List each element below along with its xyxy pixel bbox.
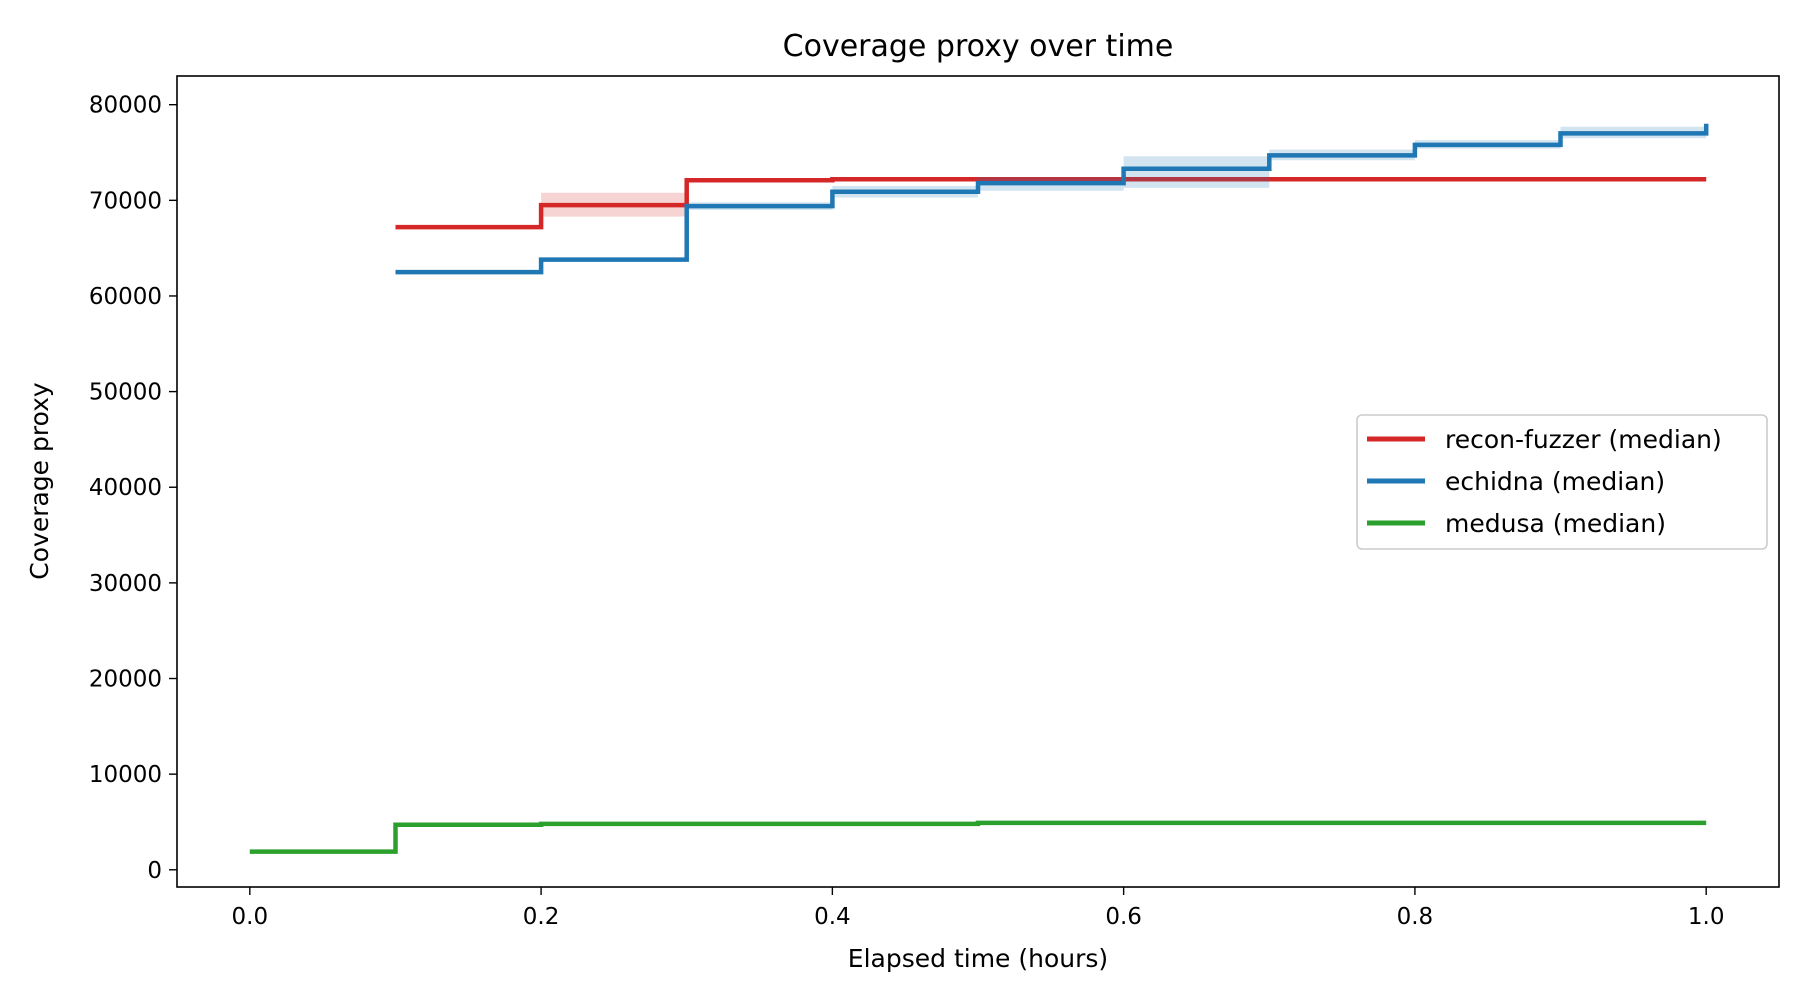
y-tick-label: 0 <box>147 858 162 884</box>
y-axis-title: Coverage proxy <box>25 382 54 580</box>
legend-entry-2: medusa (median) <box>1445 509 1666 538</box>
x-tick-label: 0.0 <box>232 904 269 930</box>
chart-title: Coverage proxy over time <box>783 29 1174 64</box>
y-tick-label: 50000 <box>89 380 162 406</box>
legend: recon-fuzzer (median) echidna (median) med… <box>1356 414 1768 550</box>
plot-frame <box>176 75 1780 888</box>
legend-box <box>1356 414 1768 550</box>
x-tick-label: 1.0 <box>1688 904 1725 930</box>
x-tick-label: 0.8 <box>1397 904 1434 930</box>
series-line-1 <box>395 123 1709 275</box>
series-band-1 <box>395 111 1707 275</box>
x-axis-title: Elapsed time (hours) <box>848 944 1108 973</box>
y-tick-label: 60000 <box>89 284 162 310</box>
plot-area <box>249 111 1709 854</box>
series-line-0 <box>395 177 1707 230</box>
y-tick-label: 80000 <box>89 93 162 119</box>
x-tick-label: 0.4 <box>814 904 851 930</box>
y-tick-label: 40000 <box>89 475 162 501</box>
y-axis: 0 10000 20000 30000 40000 50000 60000 70000 8000… <box>89 93 177 884</box>
legend-entry-0: recon-fuzzer (median) <box>1445 425 1722 454</box>
x-tick-label: 0.6 <box>1105 904 1142 930</box>
y-tick-label: 30000 <box>89 571 162 597</box>
y-tick-label: 20000 <box>89 667 162 693</box>
y-tick-label: 70000 <box>89 188 162 214</box>
x-axis: 0.0 0.2 0.4 0.6 0.8 1.0 <box>232 887 1725 930</box>
y-tick-label: 10000 <box>89 762 162 788</box>
legend-entry-1: echidna (median) <box>1445 467 1665 496</box>
series-line-2 <box>249 820 1707 854</box>
x-tick-label: 0.2 <box>523 904 560 930</box>
